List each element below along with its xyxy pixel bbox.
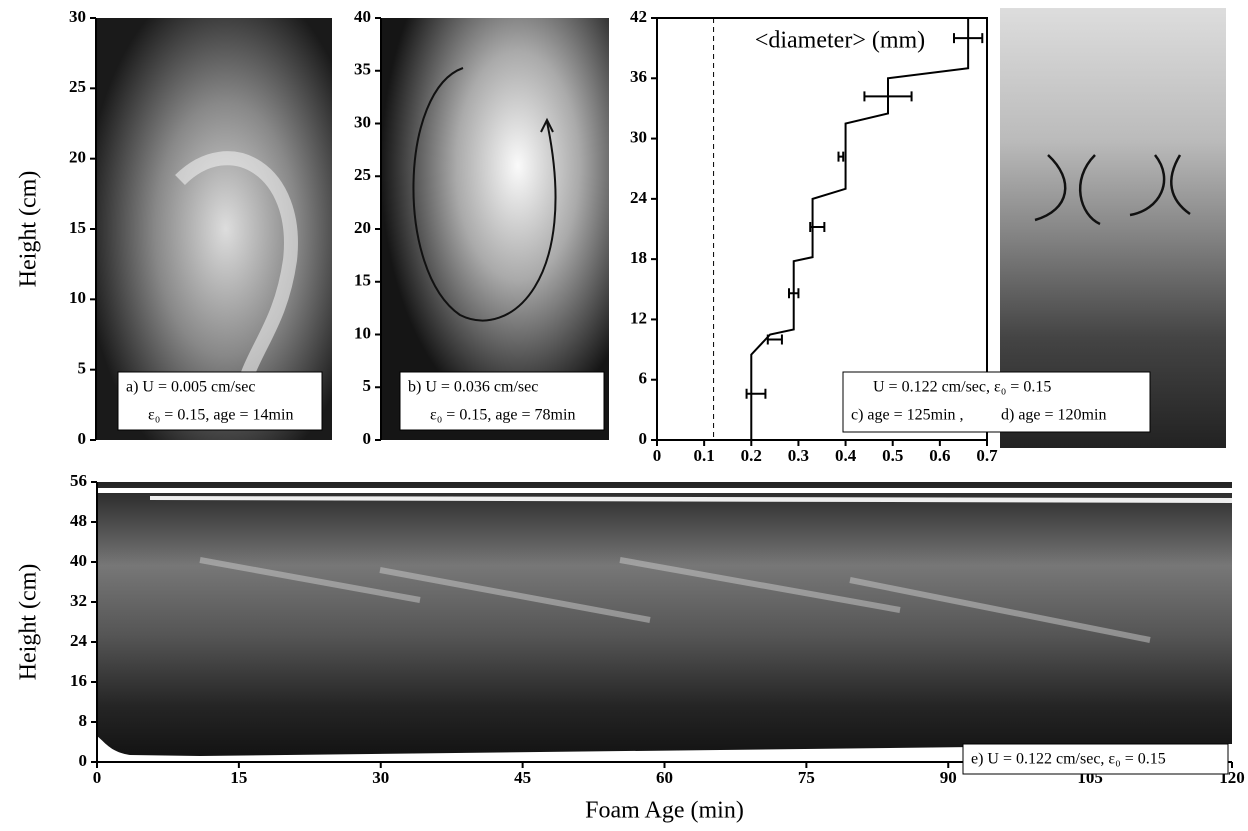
photo-e	[97, 482, 1232, 762]
annotation-box	[399, 371, 605, 431]
photo-a	[96, 18, 332, 440]
y-tick-label: 8	[79, 711, 88, 730]
y-tick-label: 0	[79, 751, 88, 770]
y-tick-label: 56	[70, 471, 87, 490]
error-bar-line	[788, 288, 800, 299]
x-tick-label: 0.6	[929, 446, 950, 465]
x-tick-label: 0	[93, 768, 102, 787]
y-tick-label: 30	[354, 112, 371, 131]
diameter-line	[750, 18, 970, 440]
chart-title: <diameter> (mm)	[755, 28, 925, 54]
y-tick-label: 18	[630, 248, 647, 267]
y-tick-label: 42	[630, 7, 647, 26]
y-tick-label: 16	[70, 671, 87, 690]
error-bar	[837, 151, 845, 162]
annotation: c) age = 125min ,	[851, 407, 964, 424]
y-tick-label: 36	[630, 67, 647, 86]
y-tick-label: 20	[69, 148, 86, 167]
y-tick-label: 0	[363, 429, 372, 448]
error-bar	[766, 334, 783, 345]
annotation-box	[117, 371, 323, 431]
y-tick-label: 10	[354, 323, 371, 342]
x-axis-label: Foam Age (min)	[585, 798, 744, 824]
y-tick-label: 30	[630, 127, 647, 146]
annotation: ε₀ = 0.15, age = 14min	[148, 407, 293, 424]
error-bar-line	[745, 388, 767, 399]
y-tick-label: 24	[70, 631, 88, 650]
y-tick-label: 40	[70, 551, 87, 570]
annotation: U = 0.122 cm/sec, ε₀ = 0.15	[873, 379, 1051, 396]
x-tick-label: 0.4	[835, 446, 857, 465]
y-tick-label: 0	[78, 429, 87, 448]
y-tick-label: 20	[354, 218, 371, 237]
x-tick-label: 0.5	[882, 446, 903, 465]
x-tick-label: 60	[656, 768, 673, 787]
x-tick-label: 0	[653, 446, 662, 465]
annotation: b) U = 0.036 cm/sec	[408, 379, 538, 396]
error-bar-line	[766, 334, 783, 345]
y-tick-label: 6	[639, 369, 648, 388]
error-bar	[745, 388, 767, 399]
y-tick-label: 25	[354, 165, 371, 184]
x-tick-label: 75	[798, 768, 815, 787]
annotation-box	[842, 371, 1151, 433]
error-bar	[788, 288, 800, 299]
y-tick-label: 48	[70, 511, 87, 530]
y-tick-label: 0	[639, 429, 648, 448]
annotation: a) U = 0.005 cm/sec	[126, 379, 255, 396]
axes: 0 5 10 15 20 25 30 Height (cm) a) U = 0.005 cm/s…	[16, 7, 1245, 824]
y-tick-label: 10	[69, 288, 86, 307]
x-tick-label: 0.2	[741, 446, 762, 465]
annotation-box	[962, 743, 1229, 775]
y-tick-label: 30	[69, 7, 86, 26]
error-bar	[863, 91, 913, 102]
annotation: d) age = 120min	[1001, 407, 1106, 424]
annotation: ε₀ = 0.15, age = 78min	[430, 407, 575, 424]
error-bar-line	[809, 221, 826, 232]
photo-b	[381, 18, 609, 440]
error-bar	[953, 33, 984, 44]
y-tick-label: 5	[363, 376, 372, 395]
y-tick-label: 15	[69, 218, 86, 237]
y-tick-label: 32	[70, 591, 87, 610]
error-bar	[809, 221, 826, 232]
error-bar-line	[863, 91, 913, 102]
y-tick-label: 15	[354, 271, 371, 290]
x-tick-label: 45	[514, 768, 531, 787]
error-bar-line	[837, 151, 845, 162]
annotation: e) U = 0.122 cm/sec, ε₀ = 0.15	[971, 751, 1166, 768]
y-tick-label: 40	[354, 7, 371, 26]
y-tick-label: 12	[630, 308, 647, 327]
x-tick-label: 15	[230, 768, 247, 787]
y-tick-label: 5	[78, 359, 87, 378]
y-axis-label: Height (cm)	[16, 564, 42, 681]
y-tick-label: 24	[630, 188, 648, 207]
y-tick-label: 25	[69, 77, 86, 96]
x-tick-label: 0.3	[788, 446, 809, 465]
x-tick-label: 30	[372, 768, 389, 787]
x-tick-label: 0.7	[976, 446, 998, 465]
error-bar-line	[953, 33, 984, 44]
y-tick-label: 35	[354, 60, 371, 79]
x-tick-label: 0.1	[694, 446, 715, 465]
x-tick-label: 90	[940, 768, 957, 787]
y-axis-label: Height (cm)	[16, 171, 42, 288]
